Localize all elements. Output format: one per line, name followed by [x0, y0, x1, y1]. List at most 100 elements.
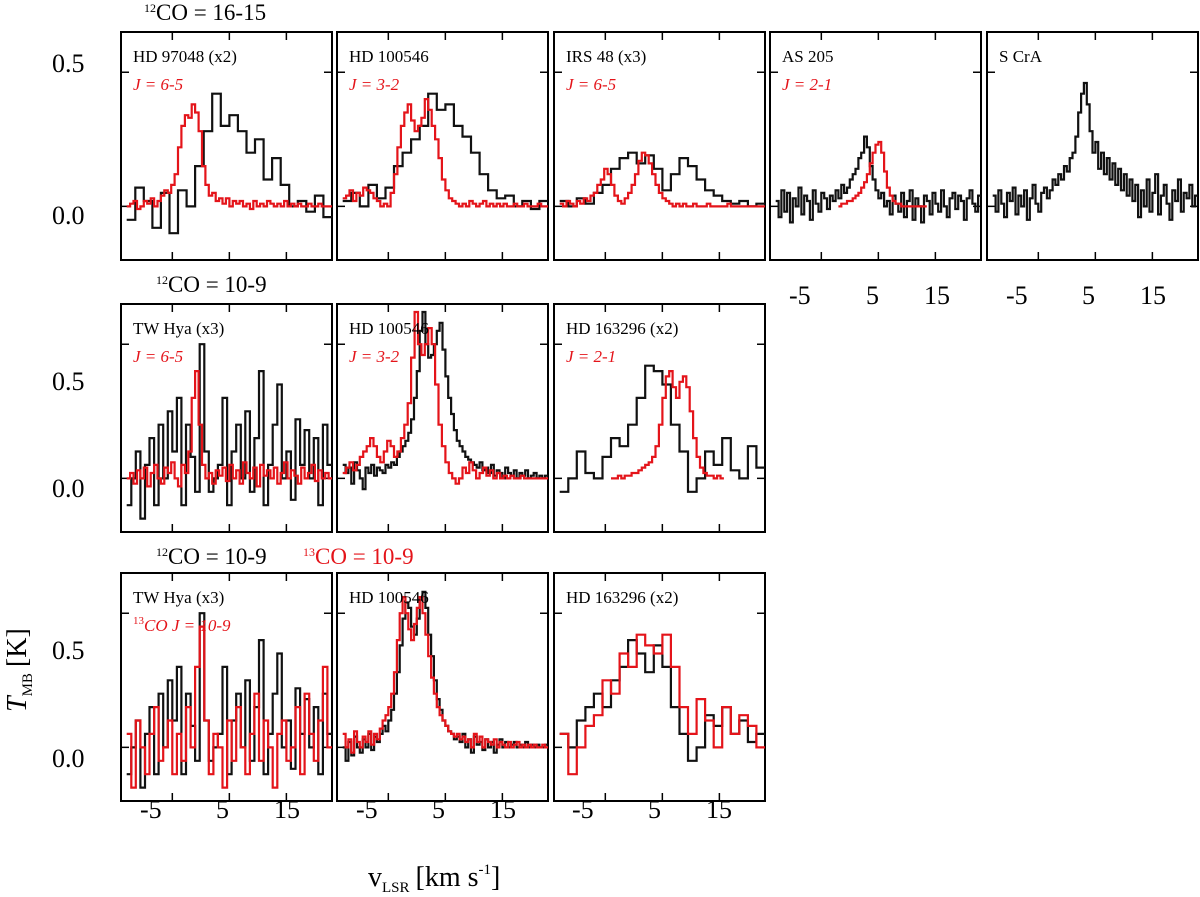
panels-group: HD 97048 (x2) J = 6-5 HD 100546 J = 3-2 IRS … [120, 31, 1199, 802]
panel-source-name: TW Hya (x3) [133, 319, 224, 338]
xtick-c1-5: 5 [216, 795, 229, 824]
xtick-c2-m5: -5 [356, 795, 378, 824]
row2-title-sup: 12 [156, 273, 168, 287]
panel-frame [553, 31, 766, 261]
panel-6: TW Hya (x3) J = 6-5 [120, 303, 333, 533]
x-axis-title-sup: -1 [479, 862, 492, 878]
series-group [126, 612, 332, 789]
red-spectrum-line [342, 98, 548, 208]
ytick-row1-05: 0.5 [52, 49, 85, 78]
panel-2: HD 100546 J = 3-2 [336, 31, 549, 261]
panel-frame [553, 572, 766, 802]
panel-8: HD 163296 (x2) J = 2-1 [553, 303, 766, 533]
ytick-row3-05: 0.5 [52, 636, 85, 665]
row1-title: 12CO = 16-15 [144, 0, 266, 25]
panel-source-name: TW Hya (x3) [133, 588, 224, 607]
xtick-c5-m5: -5 [1006, 281, 1028, 310]
row3-title: 12CO = 10-9 [156, 544, 267, 569]
red-spectrum-line [342, 596, 548, 754]
row3-title-sup: 12 [156, 545, 168, 559]
black-spectrum-line [342, 92, 548, 211]
red-spectrum-line [559, 151, 765, 208]
row3-title-13co: 13CO = 10-9 [303, 544, 414, 569]
red-spectrum-line [126, 103, 332, 211]
red-spectrum-line [838, 140, 927, 208]
xtick-c5-15: 15 [1140, 281, 1166, 310]
series-group [559, 633, 765, 776]
xtick-c4-5: 5 [866, 281, 879, 310]
red-spectrum-line [611, 370, 724, 480]
ytick-row2-00: 0.0 [52, 474, 85, 503]
panel-red-label: 13CO J = 10-9 [133, 615, 231, 635]
xtick-c3-m5: -5 [572, 795, 594, 824]
series-group [559, 151, 765, 208]
panel-source-name: HD 100546 [349, 47, 429, 66]
panel-frame [336, 572, 549, 802]
xtick-c3-5: 5 [648, 795, 661, 824]
series-group [775, 135, 981, 224]
red-spectrum-line [559, 633, 765, 776]
row3-title2-text: CO = 10-9 [315, 544, 414, 569]
y-axis-title-t: T [2, 694, 33, 712]
panel-frame [553, 303, 766, 533]
panel-frame [769, 31, 982, 261]
panel-red-label: J = 2-1 [782, 75, 832, 94]
panel-frame [120, 303, 333, 533]
panel-red-label: J = 3-2 [349, 347, 400, 366]
panel-5: S CrA [986, 31, 1199, 261]
ytick-row3-00: 0.0 [52, 744, 85, 773]
x-axis-title-v: v [368, 862, 382, 893]
panel-source-name: S CrA [999, 47, 1043, 66]
series-group [559, 364, 765, 493]
row3-title-text: CO = 10-9 [168, 544, 267, 569]
xtick-c1-m5: -5 [140, 795, 162, 824]
x-axis-title-unit: [km s [416, 862, 479, 893]
x-axis-title: vLSR [km s-1] [368, 862, 500, 896]
panel-source-name: AS 205 [782, 47, 833, 66]
y-axis-title-sub: MB [20, 673, 36, 696]
panel-11: HD 163296 (x2) [553, 572, 766, 802]
xtick-c5-5: 5 [1082, 281, 1095, 310]
panel-red-label: J = 6-5 [566, 75, 616, 94]
series-group [992, 81, 1198, 221]
xtick-c4-m5: -5 [789, 281, 811, 310]
panel-source-name: HD 100546 [349, 588, 429, 607]
panel-red-label: J = 6-5 [133, 75, 183, 94]
series-group [126, 343, 332, 520]
row3-title2-sup: 13 [303, 545, 315, 559]
xtick-c2-5: 5 [432, 795, 445, 824]
row1-title-sup: 12 [144, 1, 156, 15]
panel-source-name: HD 97048 (x2) [133, 47, 237, 66]
row1-title-text: CO = 16-15 [156, 0, 266, 25]
series-group [126, 92, 332, 235]
panel-source-name: HD 163296 (x2) [566, 319, 678, 338]
red-spectrum-line [126, 625, 332, 789]
panel-red-label: J = 6-5 [133, 347, 183, 366]
series-group [342, 310, 548, 491]
red-spectrum-line [342, 310, 548, 485]
panel-frame [120, 31, 333, 261]
panel-frame [336, 31, 549, 261]
panel-frame [336, 303, 549, 533]
panel-frame [986, 31, 1199, 261]
black-spectrum-line [126, 343, 332, 520]
black-spectrum-line [559, 639, 765, 762]
red-spectrum-line [126, 370, 332, 488]
panel-red-label-text: CO J = 10-9 [144, 616, 231, 635]
y-axis-title: TMB [K] [2, 628, 36, 712]
black-spectrum-line [126, 612, 332, 789]
ytick-row2-05: 0.5 [52, 367, 85, 396]
x-axis-title-end: ] [491, 862, 500, 893]
panel-source-name: HD 100546 [349, 319, 429, 338]
panel-source-name: IRS 48 (x3) [566, 47, 646, 66]
x-axis-title-sub: LSR [382, 880, 410, 896]
panel-3: IRS 48 (x3) J = 6-5 [553, 31, 766, 261]
series-group [342, 92, 548, 211]
panel-frame [120, 572, 333, 802]
series-group [342, 590, 548, 762]
ytick-row1-00: 0.0 [52, 201, 85, 230]
row2-title: 12CO = 10-9 [156, 272, 267, 297]
black-spectrum-line [126, 92, 332, 235]
panel-10: HD 100546 [336, 572, 549, 802]
